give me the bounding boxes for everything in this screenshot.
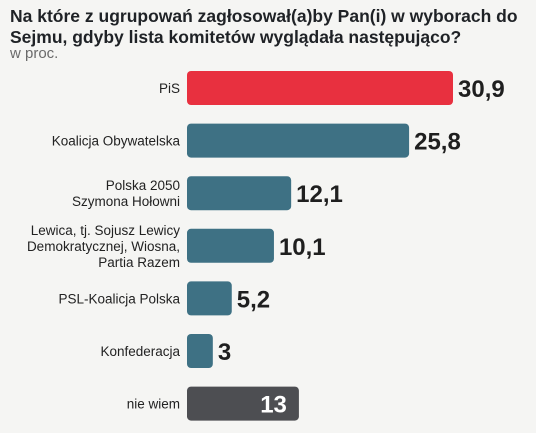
category-label: Konfederacja bbox=[100, 344, 180, 359]
category-label: PiS bbox=[159, 81, 180, 96]
value-label: 12,1 bbox=[296, 181, 343, 208]
bar bbox=[187, 334, 213, 368]
category-label: nie wiem bbox=[127, 397, 180, 412]
category-label: Koalicja Obywatelska bbox=[52, 134, 181, 149]
bar bbox=[187, 386, 299, 421]
bar bbox=[187, 228, 274, 263]
value-label: 5,2 bbox=[237, 286, 270, 313]
value-label: 3 bbox=[218, 339, 231, 366]
chart-title: Na które z ugrupowań zagłosował(a)by Pan… bbox=[10, 6, 518, 47]
bar bbox=[187, 123, 410, 158]
value-label: 25,8 bbox=[414, 129, 461, 156]
bar bbox=[187, 281, 232, 316]
category-label: PSL-Koalicja Polska bbox=[58, 291, 180, 306]
value-label: 10,1 bbox=[279, 234, 326, 261]
bar bbox=[187, 71, 453, 105]
category-label: Lewica, tj. Sojusz Lewicy Demokratycznej,… bbox=[27, 223, 180, 270]
bar bbox=[187, 176, 292, 211]
chart-subtitle: w proc. bbox=[10, 45, 59, 62]
value-label: 30,9 bbox=[458, 76, 505, 103]
category-label: Polska 2050 Szymona Hołowni bbox=[72, 178, 180, 209]
value-label: 13 bbox=[260, 392, 287, 419]
